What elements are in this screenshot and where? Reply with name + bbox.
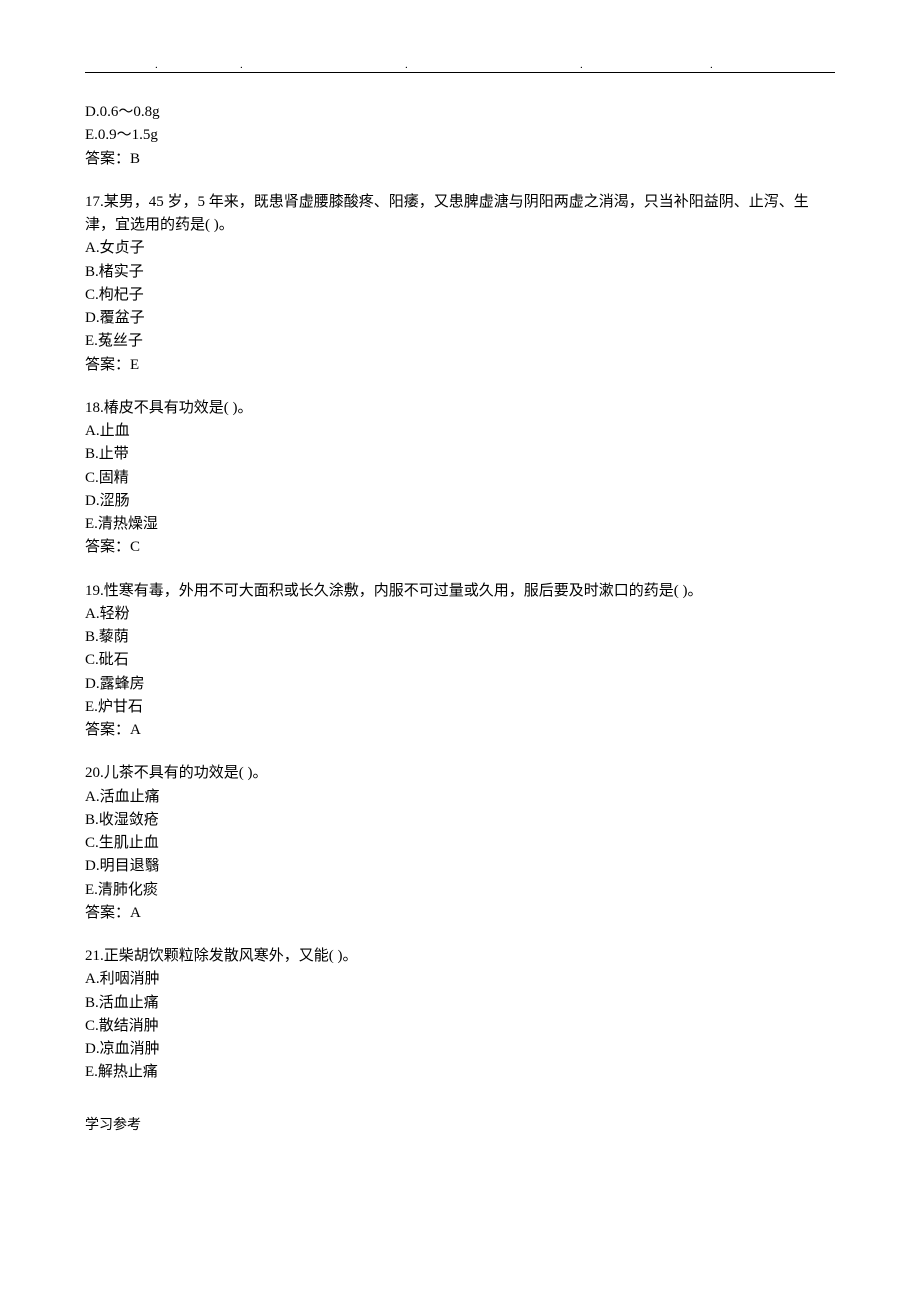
dot: . (155, 59, 158, 71)
question-option: A.轻粉 (85, 603, 835, 626)
question-option: E.清肺化痰 (85, 879, 835, 902)
question-stem: 18.椿皮不具有功效是( )。 (85, 397, 835, 420)
question-option: C.生肌止血 (85, 832, 835, 855)
question-option: C.枸杞子 (85, 284, 835, 307)
page-footer: 学习参考 (85, 1115, 835, 1137)
question-stem: 17.某男，45 岁，5 年来，既患肾虚腰膝酸疼、阳痿，又患脾虚溏与阴阳两虚之消… (85, 191, 835, 238)
question-option: C.砒石 (85, 649, 835, 672)
question-option: D.凉血消肿 (85, 1038, 835, 1061)
question-option: A.止血 (85, 420, 835, 443)
question-option: E.解热止痛 (85, 1061, 835, 1084)
prev-option: E.0.9～1.5g (85, 124, 835, 147)
question-option: B.止带 (85, 443, 835, 466)
question-option: C.固精 (85, 467, 835, 490)
question-option: A.女贞子 (85, 237, 835, 260)
question-option: B.藜荫 (85, 626, 835, 649)
question-answer: 答案：A (85, 719, 835, 742)
question-option: A.利咽消肿 (85, 968, 835, 991)
document-page: . . . . . D.0.6～0.8g E.0.9～1.5g 答案：B 17.… (0, 0, 920, 1190)
question-answer: 答案：A (85, 902, 835, 925)
dot: . (405, 59, 408, 71)
question-option: B.收湿敛疮 (85, 809, 835, 832)
question-option: D.明目退翳 (85, 855, 835, 878)
question-answer: 答案：C (85, 536, 835, 559)
question-option: D.涩肠 (85, 490, 835, 513)
header-rule: . . . . . (85, 72, 835, 73)
question-option: B.楮实子 (85, 261, 835, 284)
content-block: D.0.6～0.8g E.0.9～1.5g 答案：B 17.某男，45 岁，5 … (85, 101, 835, 1136)
question-option: E.菟丝子 (85, 330, 835, 353)
question-stem: 21.正柴胡饮颗粒除发散风寒外，又能( )。 (85, 945, 835, 968)
question-option: E.炉甘石 (85, 696, 835, 719)
dot: . (710, 59, 713, 71)
prev-option: D.0.6～0.8g (85, 101, 835, 124)
question-option: D.覆盆子 (85, 307, 835, 330)
dot: . (580, 59, 583, 71)
question-stem: 19.性寒有毒，外用不可大面积或长久涂敷，内服不可过量或久用，服后要及时漱口的药… (85, 580, 835, 603)
question-option: E.清热燥湿 (85, 513, 835, 536)
question-stem: 20.儿茶不具有的功效是( )。 (85, 762, 835, 785)
question-option: A.活血止痛 (85, 786, 835, 809)
dot: . (240, 59, 243, 71)
prev-answer: 答案：B (85, 148, 835, 171)
question-option: C.散结消肿 (85, 1015, 835, 1038)
question-option: D.露蜂房 (85, 673, 835, 696)
question-answer: 答案：E (85, 354, 835, 377)
question-option: B.活血止痛 (85, 992, 835, 1015)
